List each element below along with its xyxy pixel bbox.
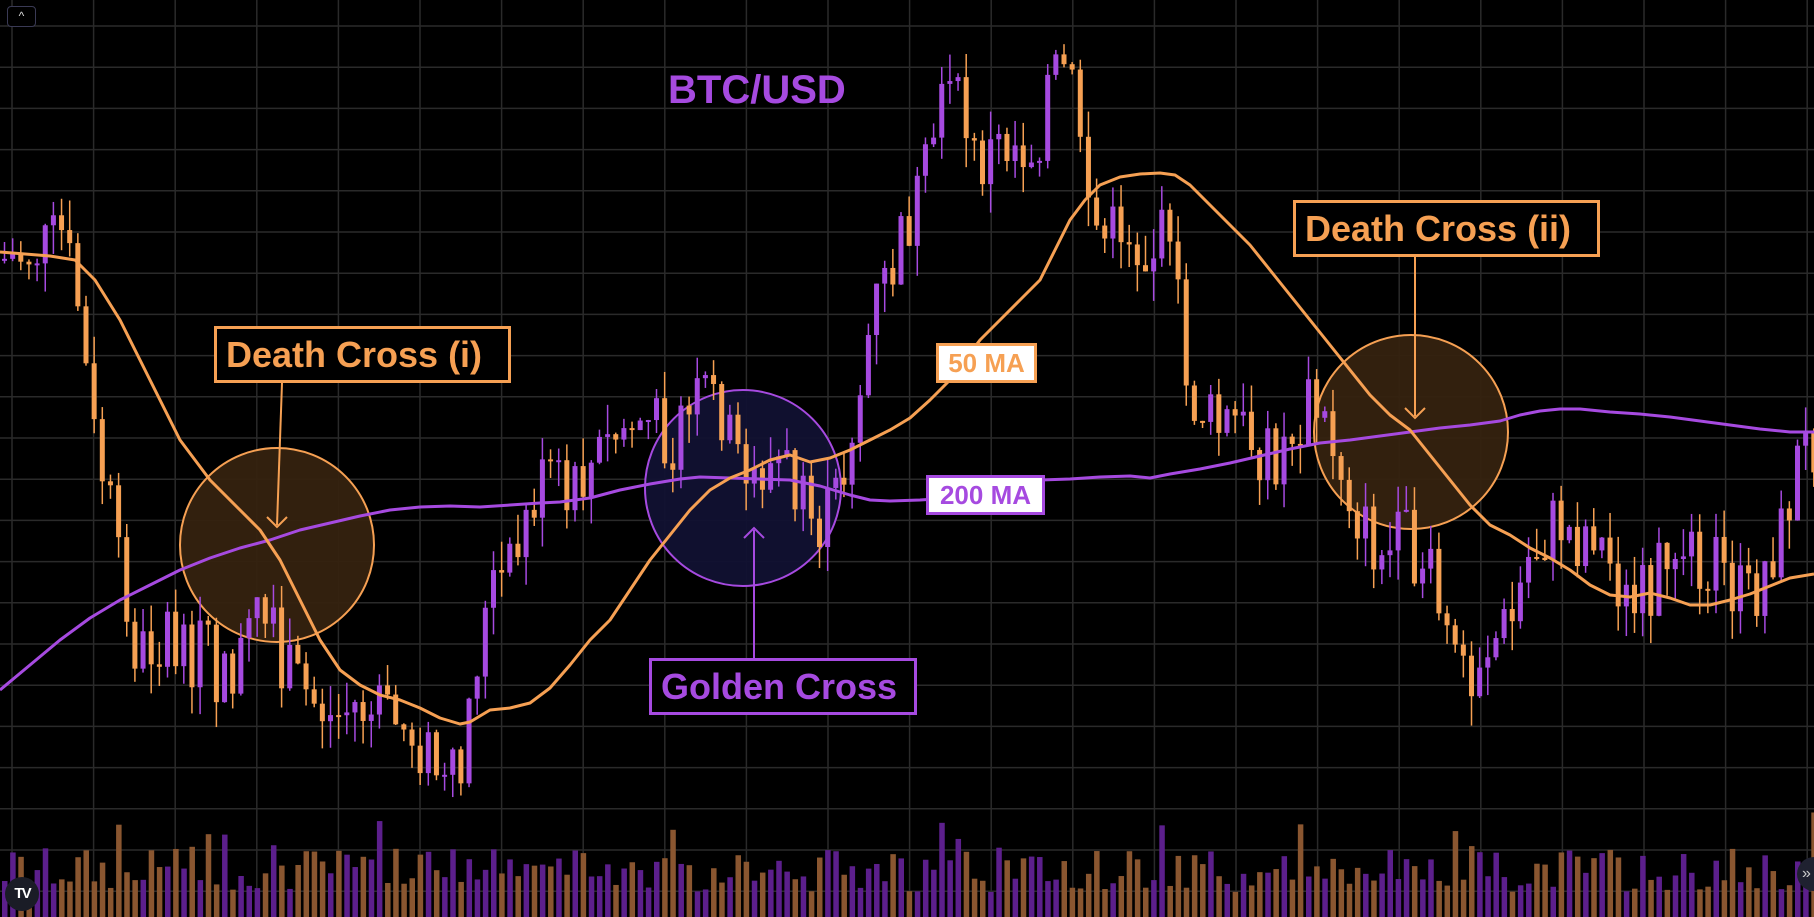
double-chevron-right-icon: » bbox=[1802, 865, 1811, 882]
ma200-line bbox=[0, 407, 1814, 692]
death-cross-i-callout: Death Cross (i) bbox=[214, 326, 511, 383]
golden-cross-label: Golden Cross bbox=[661, 666, 898, 707]
ma50-label-text: 50 MA bbox=[948, 348, 1025, 378]
chart-title: BTC/USD bbox=[668, 68, 846, 112]
death-cross-ii-label: Death Cross (ii) bbox=[1305, 208, 1572, 249]
death-cross-ii-callout: Death Cross (ii) bbox=[1293, 200, 1600, 257]
volume-bars bbox=[2, 812, 1814, 917]
logo-text: TV bbox=[14, 885, 31, 902]
tradingview-logo-icon[interactable]: TV bbox=[5, 877, 39, 911]
ma200-label-text: 200 MA bbox=[939, 480, 1032, 510]
ma200-label: 200 MA bbox=[926, 475, 1045, 515]
ma50-label: 50 MA bbox=[936, 343, 1037, 383]
collapse-toolbar-button[interactable]: ^ bbox=[7, 6, 36, 27]
candlesticks bbox=[2, 44, 1814, 798]
chevron-up-icon: ^ bbox=[18, 9, 25, 23]
death-cross-i-label: Death Cross (i) bbox=[226, 334, 483, 375]
scroll-to-realtime-button[interactable]: » bbox=[1797, 857, 1814, 891]
annotation-pointers bbox=[266, 257, 1426, 658]
golden-cross-callout: Golden Cross bbox=[649, 658, 917, 715]
